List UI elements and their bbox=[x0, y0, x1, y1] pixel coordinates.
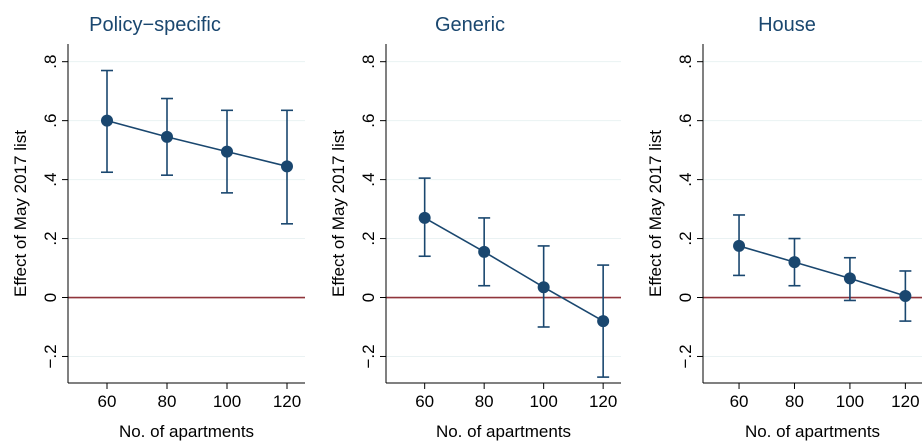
data-point bbox=[161, 130, 173, 143]
y-axis-label: Effect of May 2017 list bbox=[646, 130, 665, 297]
y-axis-label: Effect of May 2017 list bbox=[11, 130, 30, 297]
series-line bbox=[738, 245, 906, 297]
x-tick-label: 120 bbox=[589, 392, 617, 411]
x-tick-label: 80 bbox=[475, 392, 494, 411]
y-tick-label: .4 bbox=[676, 173, 695, 187]
data-point bbox=[221, 145, 233, 158]
data-point bbox=[101, 114, 113, 127]
y-tick-label: .8 bbox=[359, 55, 378, 69]
x-tick-label: 100 bbox=[213, 392, 241, 411]
y-axis-label: Effect of May 2017 list bbox=[329, 130, 348, 297]
chart-panel-1: Policy−specific −.2 0 .2 .4 .6 .8 60 80 100 120 No.… bbox=[11, 14, 305, 441]
x-axis-label: No. of apartments bbox=[436, 422, 571, 441]
y-tick-label: 0 bbox=[676, 293, 695, 302]
series-line bbox=[106, 119, 288, 168]
y-tick-label: .2 bbox=[359, 231, 378, 245]
y-tick-label: .6 bbox=[359, 114, 378, 128]
data-point bbox=[537, 281, 550, 294]
chart-panel-3: House −.2 0 .2 .4 .6 .8 60 80 100 120 No. of apartm… bbox=[646, 14, 922, 441]
x-axis-label: No. of apartments bbox=[745, 422, 880, 441]
y-tick-label: .8 bbox=[41, 55, 60, 69]
y-tick-label: 0 bbox=[359, 293, 378, 302]
x-axis-label: No. of apartments bbox=[119, 422, 254, 441]
y-tick-label: −.2 bbox=[676, 344, 695, 368]
data-point bbox=[478, 245, 491, 258]
y-tick-label: .6 bbox=[676, 114, 695, 128]
x-tick-label: 100 bbox=[836, 392, 864, 411]
x-tick-label: 60 bbox=[98, 392, 117, 411]
x-tick-label: 120 bbox=[891, 392, 919, 411]
panel-title: Policy−specific bbox=[89, 14, 221, 36]
data-point bbox=[788, 256, 801, 269]
y-tick-label: .4 bbox=[41, 173, 60, 187]
y-tick-label: 0 bbox=[41, 293, 60, 302]
y-tick-label: .2 bbox=[41, 231, 60, 245]
x-tick-label: 120 bbox=[273, 392, 301, 411]
data-point bbox=[733, 239, 746, 252]
chart-panel-2: Generic −.2 0 .2 .4 .6 .8 60 80 100 120 No. of apar… bbox=[329, 14, 621, 441]
data-point bbox=[899, 290, 912, 303]
data-point bbox=[597, 315, 610, 328]
y-tick-label: −.2 bbox=[359, 344, 378, 368]
data-point bbox=[418, 211, 431, 224]
series-line bbox=[424, 217, 604, 322]
y-tick-label: .2 bbox=[676, 231, 695, 245]
x-tick-label: 60 bbox=[415, 392, 434, 411]
data-point bbox=[843, 272, 856, 285]
x-tick-label: 80 bbox=[158, 392, 177, 411]
x-tick-label: 80 bbox=[785, 392, 804, 411]
panel-title: House bbox=[758, 14, 816, 36]
panel-title: Generic bbox=[435, 14, 505, 36]
x-tick-label: 60 bbox=[730, 392, 749, 411]
y-tick-label: .4 bbox=[359, 173, 378, 187]
data-point bbox=[281, 160, 293, 173]
y-tick-label: .8 bbox=[676, 55, 695, 69]
x-tick-label: 100 bbox=[529, 392, 557, 411]
y-tick-label: −.2 bbox=[41, 344, 60, 368]
y-tick-label: .6 bbox=[41, 114, 60, 128]
